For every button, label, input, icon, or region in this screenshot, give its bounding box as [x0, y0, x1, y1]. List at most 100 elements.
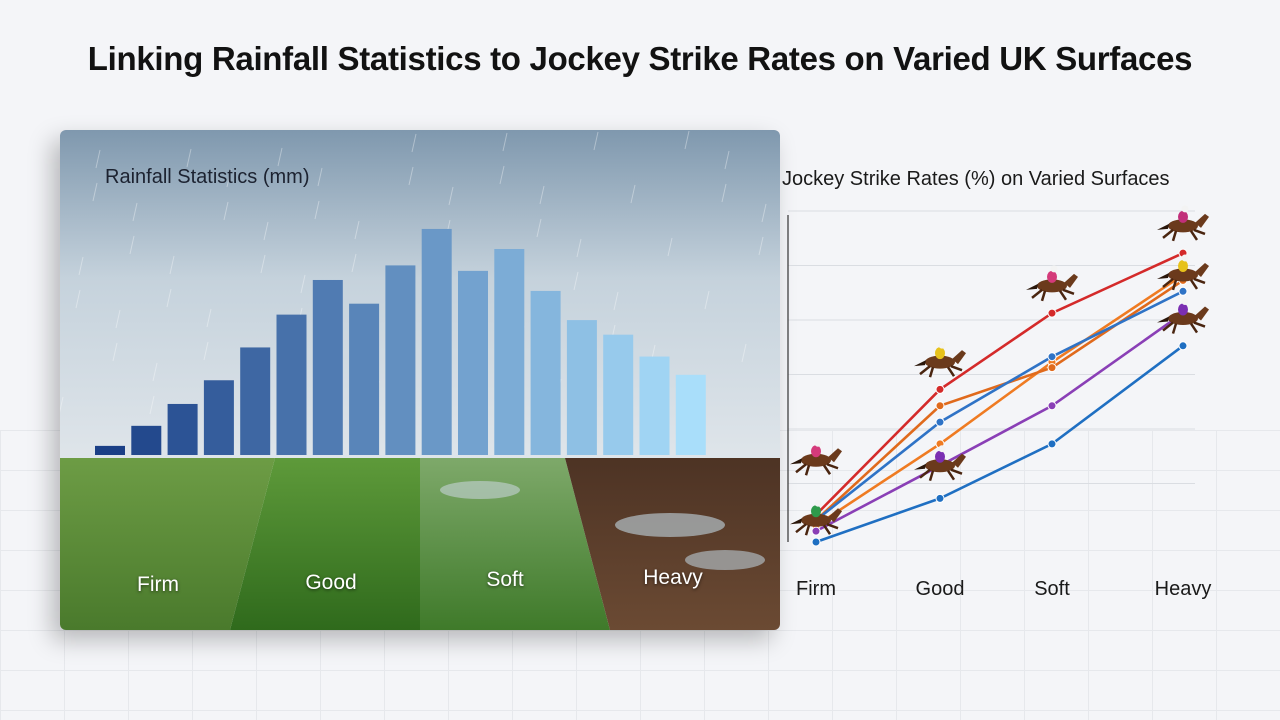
rain-streak — [539, 185, 545, 205]
rain-streak — [758, 236, 764, 256]
rain-streak — [149, 395, 155, 415]
rain-streak — [448, 186, 454, 206]
heavy-surface — [565, 458, 780, 630]
rainfall-bar — [95, 445, 125, 455]
rain-streak — [166, 288, 172, 308]
page-title: Linking Rainfall Statistics to Jockey St… — [87, 40, 1193, 77]
heavy-puddle — [615, 513, 725, 537]
rain-streak — [92, 182, 98, 202]
strike-rate-point — [811, 537, 821, 547]
rain-streak — [314, 200, 320, 220]
rainfall-bar — [494, 248, 525, 455]
rain-streak — [115, 309, 121, 329]
rain-streak — [724, 150, 730, 170]
rain-streak — [667, 237, 673, 257]
rain-streak — [226, 168, 232, 188]
rain-streak — [260, 254, 266, 274]
rain-streak — [78, 256, 84, 276]
rain-streak — [354, 220, 360, 240]
rain-streak — [502, 132, 508, 152]
rainfall-bar — [203, 380, 234, 455]
surface-label-firm: Firm — [137, 573, 179, 596]
rain-streak — [593, 131, 599, 151]
x-axis-labels: Firm Good Soft Heavy — [796, 578, 1211, 600]
jockey-horse-icon — [914, 341, 966, 378]
jockey-horse-icon — [790, 439, 842, 476]
surface-label-soft: Soft — [486, 568, 524, 591]
rainfall-bar — [458, 270, 488, 455]
good-surface — [230, 458, 420, 630]
jockey-horse-icon — [914, 445, 966, 482]
rain-streak — [112, 342, 118, 362]
rain-streak — [411, 133, 417, 153]
rain-streak — [721, 183, 727, 203]
rain-streak — [129, 235, 135, 255]
rain-streak — [152, 362, 158, 382]
rain-streak — [630, 184, 636, 204]
strike-rate-chart: Firm Good Soft Heavy — [787, 205, 1211, 600]
rain-streak — [277, 147, 283, 167]
rainfall-bar — [240, 347, 271, 455]
strike-rate-point — [935, 401, 945, 411]
strike-rate-line — [815, 312, 1184, 533]
rainfall-chart-title: Rainfall Statistics (mm) — [105, 166, 310, 188]
jockey-horse-icon — [1157, 205, 1209, 242]
rain-streak — [300, 274, 306, 294]
x-axis-label: Firm — [796, 578, 836, 600]
strike-rate-point — [1178, 341, 1188, 351]
rain-streak — [408, 166, 414, 186]
rain-streak — [536, 218, 542, 238]
strike-rate-point — [1047, 308, 1057, 318]
rain-streak — [499, 165, 505, 185]
x-axis-label: Good — [916, 578, 965, 600]
strike-rate-point — [1047, 401, 1057, 411]
jockey-horse-icon — [1157, 298, 1209, 334]
strike-rate-point — [935, 384, 945, 394]
rain-streak — [169, 255, 175, 275]
rain-streak — [741, 343, 747, 363]
rainfall-bar — [566, 320, 597, 455]
rain-streak — [60, 396, 64, 413]
rain-streak — [761, 203, 767, 223]
rain-streak — [75, 289, 81, 309]
jockey-markers — [790, 205, 1209, 536]
rainfall-bar — [421, 228, 452, 455]
rainfall-bar — [675, 374, 706, 455]
soft-surface — [420, 458, 610, 630]
strike-rate-point — [1047, 363, 1057, 373]
strike-rate-line — [815, 344, 1184, 544]
rain-streak — [576, 238, 582, 258]
rain-streak — [573, 271, 579, 291]
jockey-horse-icon — [790, 499, 842, 536]
jockey-horse-icon — [1026, 265, 1078, 302]
rainfall-bar — [639, 356, 670, 455]
rain-streak — [132, 202, 138, 222]
surface-label-good: Good — [305, 571, 357, 594]
surface-label-heavy: Heavy — [643, 566, 703, 589]
rainfall-bar — [603, 334, 634, 455]
strike-rate-point — [811, 526, 821, 536]
rain-streak — [704, 290, 710, 310]
strike-rate-point — [1178, 286, 1188, 296]
rain-streak — [263, 221, 269, 241]
strike-rate-line — [815, 273, 1184, 527]
strike-rate-line — [815, 251, 1184, 516]
rainfall-bar — [349, 303, 380, 455]
x-axis-label: Soft — [1034, 578, 1070, 600]
x-axis-label: Heavy — [1155, 578, 1212, 600]
firm-surface — [60, 458, 275, 630]
rain-streak — [186, 148, 192, 168]
rain-streak — [223, 201, 229, 221]
rainfall-bar — [276, 314, 307, 455]
rainfall-bars — [95, 228, 706, 455]
strike-rate-chart-title: Jockey Strike Rates (%) on Varied Surfac… — [782, 168, 1170, 190]
strike-rate-line — [815, 290, 1184, 522]
rain-streak — [613, 291, 619, 311]
line-series-group — [811, 248, 1188, 547]
jockey-horse-icon — [1157, 254, 1209, 291]
strike-rate-point — [935, 417, 945, 427]
rain-streak — [206, 308, 212, 328]
strike-rate-point — [1047, 352, 1057, 362]
rainfall-bar — [167, 403, 198, 455]
rain-streak — [351, 253, 357, 273]
